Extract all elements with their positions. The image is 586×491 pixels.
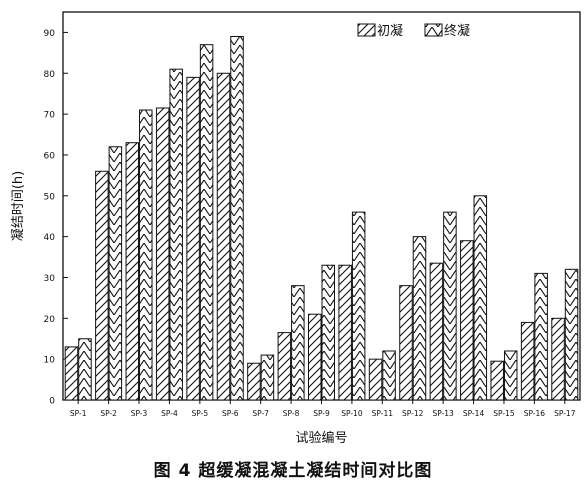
y-tick-label: 30	[44, 274, 56, 284]
y-tick-label: 20	[44, 315, 56, 325]
bar-initial-set-sp-10	[338, 264, 352, 401]
bar-final-set-sp-14	[473, 195, 488, 401]
x-tick-label: SP-1	[70, 409, 87, 418]
y-tick-label: 40	[44, 233, 56, 243]
y-axis-label: 凝结时间(h)	[10, 171, 26, 241]
bar-initial-set-sp-5	[186, 76, 200, 401]
bar-final-set-sp-2	[108, 146, 123, 401]
x-tick-label: SP-5	[192, 409, 209, 418]
bar-initial-set-sp-7	[247, 362, 261, 401]
x-tick-label: SP-15	[493, 409, 515, 418]
bar-initial-set-sp-3	[125, 142, 140, 401]
bar-final-set-sp-12	[412, 236, 427, 401]
bar-initial-set-sp-17	[551, 317, 565, 401]
x-tick-label: SP-3	[131, 409, 148, 418]
bar-final-set-sp-17	[564, 268, 579, 401]
y-tick-label: 90	[44, 29, 56, 39]
x-tick-label: SP-2	[100, 409, 117, 418]
bar-final-set-sp-16	[534, 272, 548, 401]
x-tick-label: SP-17	[554, 409, 576, 418]
bar-initial-set-sp-1	[64, 346, 79, 401]
x-tick-label: SP-6	[222, 409, 239, 418]
x-tick-label: SP-14	[463, 409, 485, 418]
bar-final-set-sp-15	[503, 350, 518, 401]
bar-initial-set-sp-11	[368, 358, 383, 401]
bar-final-set-sp-1	[78, 338, 92, 401]
x-tick-label: SP-12	[402, 409, 424, 418]
bar-initial-set-sp-13	[429, 262, 444, 401]
bar-final-set-sp-13	[443, 211, 457, 401]
bar-initial-set-sp-9	[308, 313, 322, 401]
x-tick-label: SP-4	[161, 409, 178, 418]
x-tick-label: SP-8	[283, 409, 300, 418]
bar-final-set-sp-8	[291, 285, 305, 401]
bar-initial-set-sp-4	[155, 107, 170, 401]
y-tick-label: 60	[44, 151, 56, 161]
x-tick-label: SP-16	[524, 409, 546, 418]
x-tick-label: SP-11	[372, 409, 394, 418]
x-tick-label: SP-7	[252, 409, 269, 418]
x-axis-label: 试验编号	[295, 430, 347, 446]
y-tick-label: 50	[44, 192, 56, 202]
bar-final-set-sp-7	[260, 354, 275, 401]
bar-initial-set-sp-14	[460, 240, 474, 401]
y-tick-label: 0	[49, 397, 55, 407]
y-tick-label: 10	[44, 356, 56, 366]
bar-final-set-sp-11	[382, 350, 396, 401]
x-tick-label: SP-13	[432, 409, 454, 418]
bar-final-set-sp-4	[169, 68, 183, 401]
x-tick-label: SP-9	[313, 409, 330, 418]
x-tick-label: SP-10	[341, 409, 363, 418]
legend-swatch-final-set	[424, 23, 443, 37]
bar-initial-set-sp-16	[520, 321, 535, 401]
bar-final-set-sp-3	[139, 109, 153, 401]
figure-caption: 图 4 超缓凝混凝土凝结时间对比图	[153, 461, 433, 481]
bar-initial-set-sp-12	[399, 285, 413, 401]
bar-final-set-sp-5	[199, 44, 214, 401]
legend-label-final-set: 终凝	[444, 23, 470, 39]
y-tick-label: 80	[44, 70, 56, 80]
bar-final-set-sp-6	[230, 36, 244, 401]
legend-label-initial-set: 初凝	[377, 23, 403, 39]
bar-initial-set-sp-2	[95, 170, 109, 401]
y-tick-label: 70	[44, 111, 56, 121]
bar-final-set-sp-9	[321, 264, 335, 401]
bar-initial-set-sp-6	[216, 72, 231, 401]
legend-swatch-initial-set	[357, 23, 376, 37]
bar-initial-set-sp-8	[277, 332, 292, 401]
bar-final-set-sp-10	[351, 211, 366, 401]
bar-initial-set-sp-15	[490, 360, 504, 401]
